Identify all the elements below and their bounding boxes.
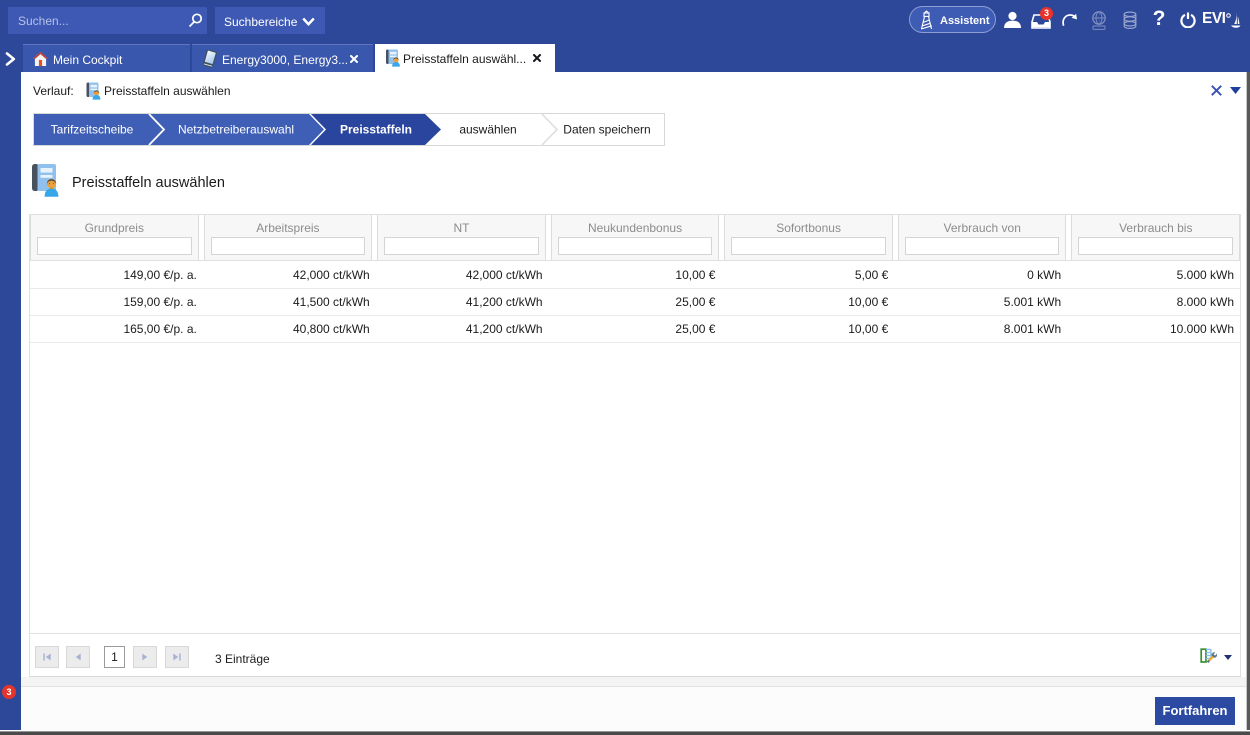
svg-text:Daten speichern: Daten speichern [563,123,650,137]
svg-text:Tarifzeitscheibe: Tarifzeitscheibe [51,123,134,137]
svg-text:Netzbetreiberauswahl: Netzbetreiberauswahl [178,123,294,137]
svg-text:auswählen: auswählen [459,123,516,137]
svg-text:Preisstaffeln: Preisstaffeln [340,123,412,137]
